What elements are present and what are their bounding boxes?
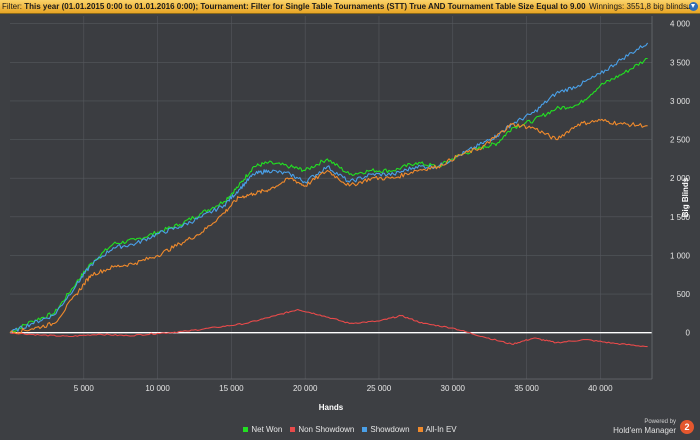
- legend-label: Net Won: [251, 425, 283, 434]
- y-tick-label: 500: [677, 290, 691, 299]
- x-tick-label: 20 000: [293, 384, 318, 393]
- funnel-icon[interactable]: [689, 2, 698, 11]
- legend-item-net-won[interactable]: Net Won: [243, 425, 282, 434]
- series-line-non-showdown: [9, 308, 648, 348]
- legend-label: Non Showdown: [298, 425, 355, 434]
- y-tick-label: 3 000: [670, 97, 691, 106]
- y-axis-title: Big Blinds: [681, 177, 690, 217]
- x-tick-label: 5 000: [74, 384, 95, 393]
- legend-swatch: [417, 427, 423, 432]
- x-tick-label: 15 000: [219, 384, 244, 393]
- powered-by-label: Powered by: [644, 419, 676, 425]
- filter-bar: Filter: This year (01.01.2015 0:00 to 01…: [0, 0, 700, 14]
- x-tick-label: 35 000: [514, 384, 539, 393]
- y-tick-label: 0: [686, 329, 691, 338]
- legend-swatch: [243, 427, 249, 432]
- legend-swatch: [290, 427, 296, 432]
- winnings-text: Winnings: 3551,8 big blinds: [586, 0, 687, 13]
- y-tick-label: 1 500: [670, 213, 691, 222]
- plot-area: [10, 16, 652, 379]
- y-tick-label: 2 500: [670, 136, 691, 145]
- legend-swatch: [362, 427, 368, 432]
- x-tick-label: 25 000: [367, 384, 392, 393]
- legend-item-all-in-ev[interactable]: All-In EV: [417, 425, 457, 434]
- x-axis-title: Hands: [319, 403, 344, 412]
- legend-label: All-In EV: [425, 425, 457, 434]
- series-line-all-in-ev: [9, 118, 648, 335]
- filter-text: This year (01.01.2015 0:00 to 01.01.2016…: [24, 2, 700, 11]
- y-tick-label: 4 000: [670, 20, 691, 29]
- y-tick-label: 2 000: [670, 174, 691, 183]
- x-tick-label: 10 000: [145, 384, 170, 393]
- series-line-net-won: [9, 57, 648, 334]
- legend-item-showdown[interactable]: Showdown: [362, 425, 410, 434]
- y-tick-label: 1 000: [670, 251, 691, 260]
- chart-legend: Net Won Non Showdown Showdown All-In EV: [0, 425, 700, 437]
- filter-label: Filter:: [2, 2, 22, 11]
- legend-item-non-showdown[interactable]: Non Showdown: [290, 425, 354, 434]
- x-tick-label: 30 000: [441, 384, 466, 393]
- brand-name: Hold'em Manager: [613, 426, 676, 435]
- y-tick-label: 3 500: [670, 58, 691, 67]
- brand: Powered by Hold'em Manager: [613, 419, 676, 435]
- x-tick-label: 40 000: [588, 384, 613, 393]
- legend-label: Showdown: [370, 425, 410, 434]
- brand-logo-icon: 2: [680, 420, 694, 434]
- series-line-showdown: [9, 42, 649, 334]
